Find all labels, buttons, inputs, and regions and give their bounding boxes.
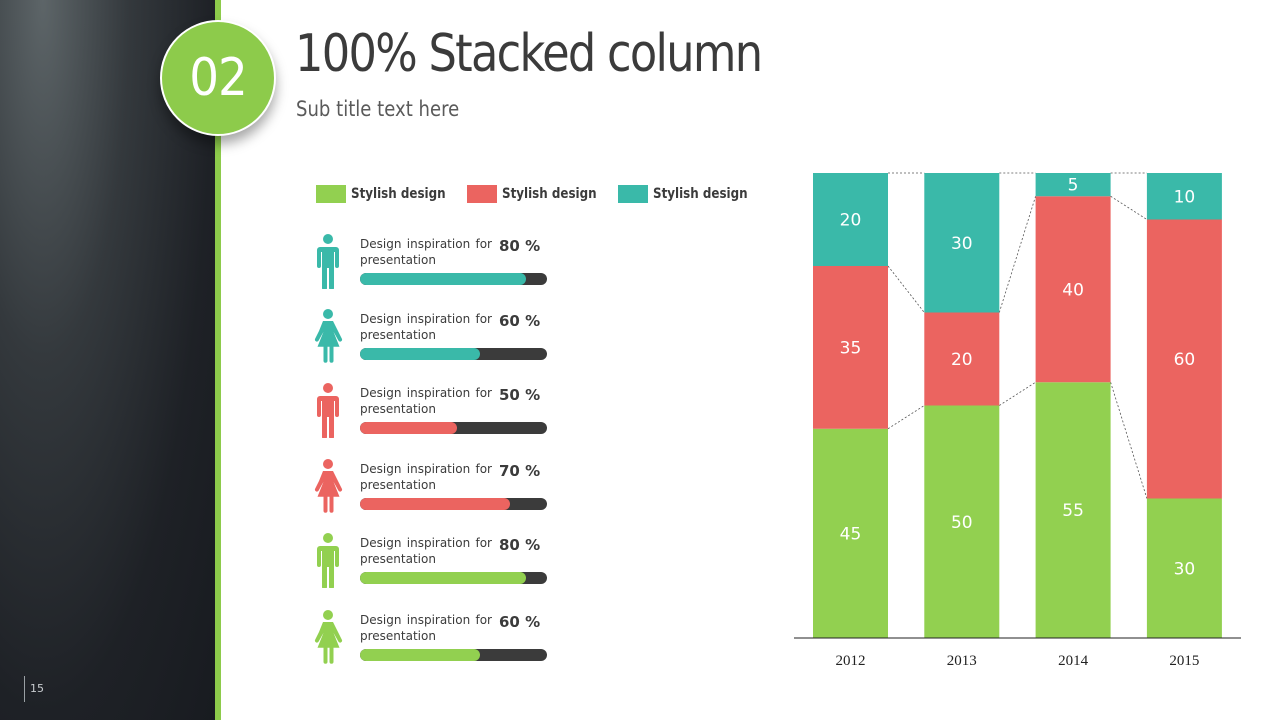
row-description: Design inspiration for presentation xyxy=(360,613,492,643)
page-title: 100% Stacked column xyxy=(295,24,763,84)
x-tick-label: 2012 xyxy=(836,653,866,669)
progress-fill xyxy=(360,348,480,360)
page-subtitle: Sub title text here xyxy=(296,97,460,121)
data-label: 10 xyxy=(1174,187,1196,207)
series-line xyxy=(998,196,1036,313)
legend-label: Stylish design xyxy=(502,186,597,202)
series-line xyxy=(1110,382,1148,499)
progress-track xyxy=(360,348,547,360)
progress-track xyxy=(360,649,547,661)
progress-track xyxy=(360,572,547,584)
data-label: 55 xyxy=(1062,501,1084,521)
data-label: 20 xyxy=(951,350,973,370)
progress-fill xyxy=(360,498,510,510)
bar-segment xyxy=(813,428,888,638)
row-description: Design inspiration for presentation xyxy=(360,312,492,342)
legend-label: Stylish design xyxy=(351,186,446,202)
data-label: 30 xyxy=(951,234,973,254)
progress-row: Design inspiration for presentation 80 % xyxy=(310,532,570,592)
bar-segment xyxy=(1146,173,1222,220)
accent-stripe xyxy=(215,0,221,720)
legend-swatch xyxy=(618,185,648,203)
man-icon xyxy=(310,532,346,590)
data-label: 40 xyxy=(1062,280,1084,300)
bar-segment xyxy=(1146,498,1222,638)
progress-track xyxy=(360,273,547,285)
legend-item-red: Stylish design xyxy=(467,185,613,203)
row-description: Design inspiration for presentation xyxy=(360,462,492,492)
data-label: 35 xyxy=(840,338,862,358)
progress-track xyxy=(360,422,547,434)
woman-icon xyxy=(310,308,346,364)
man-icon xyxy=(310,382,346,440)
x-tick-label: 2013 xyxy=(947,653,977,669)
series-line xyxy=(887,405,925,430)
x-tick-label: 2014 xyxy=(1058,653,1089,669)
bar-segment xyxy=(1035,173,1111,197)
bar-segment xyxy=(1035,382,1111,638)
progress-fill xyxy=(360,649,480,661)
progress-fill xyxy=(360,572,527,584)
data-label: 5 xyxy=(1068,176,1079,196)
legend-label: Stylish design xyxy=(653,186,748,202)
row-percent: 50 % xyxy=(499,386,541,404)
progress-row: Design inspiration for presentation 60 % xyxy=(310,609,570,669)
progress-track xyxy=(360,498,547,510)
woman-icon xyxy=(310,609,346,665)
progress-fill xyxy=(360,422,458,434)
man-icon xyxy=(310,233,346,291)
data-label: 20 xyxy=(840,211,862,231)
progress-fill xyxy=(360,273,527,285)
section-number: 02 xyxy=(189,48,248,108)
data-label: 45 xyxy=(840,524,862,544)
progress-row: Design inspiration for presentation 50 % xyxy=(310,382,570,442)
row-percent: 80 % xyxy=(499,536,541,554)
page-number: 15 xyxy=(24,676,44,702)
row-percent: 80 % xyxy=(499,237,541,255)
series-line xyxy=(999,381,1036,406)
progress-row: Design inspiration for presentation 80 % xyxy=(310,233,570,293)
row-percent: 70 % xyxy=(499,462,541,480)
data-label: 50 xyxy=(951,513,973,533)
row-percent: 60 % xyxy=(499,613,541,631)
bar-segment xyxy=(924,405,1000,638)
woman-icon xyxy=(310,458,346,514)
series-line xyxy=(887,265,925,313)
legend-item-teal: Stylish design xyxy=(618,185,764,203)
bar-segment xyxy=(1146,219,1222,499)
legend-swatch xyxy=(467,185,497,203)
x-tick-label: 2015 xyxy=(1169,653,1199,669)
data-label: 60 xyxy=(1174,350,1196,370)
series-line xyxy=(1110,195,1148,220)
bar-segment xyxy=(1035,196,1111,383)
bar-segment xyxy=(813,266,888,429)
row-description: Design inspiration for presentation xyxy=(360,386,492,416)
legend-item-green: Stylish design xyxy=(316,185,462,203)
row-description: Design inspiration for presentation xyxy=(360,237,492,267)
row-description: Design inspiration for presentation xyxy=(360,536,492,566)
legend-swatch xyxy=(316,185,346,203)
row-percent: 60 % xyxy=(499,312,541,330)
bar-segment xyxy=(924,173,1000,313)
progress-row: Design inspiration for presentation 60 % xyxy=(310,308,570,368)
data-label: 30 xyxy=(1174,559,1196,579)
bar-segment xyxy=(813,173,888,266)
bar-segment xyxy=(924,312,1000,406)
progress-row: Design inspiration for presentation 70 % xyxy=(310,458,570,518)
section-badge: 02 xyxy=(160,20,276,136)
stacked-column-chart: 45 35 20 2012 50 20 30 2013 55 40 5 2014 30 60 10 2015 xyxy=(794,172,1241,669)
